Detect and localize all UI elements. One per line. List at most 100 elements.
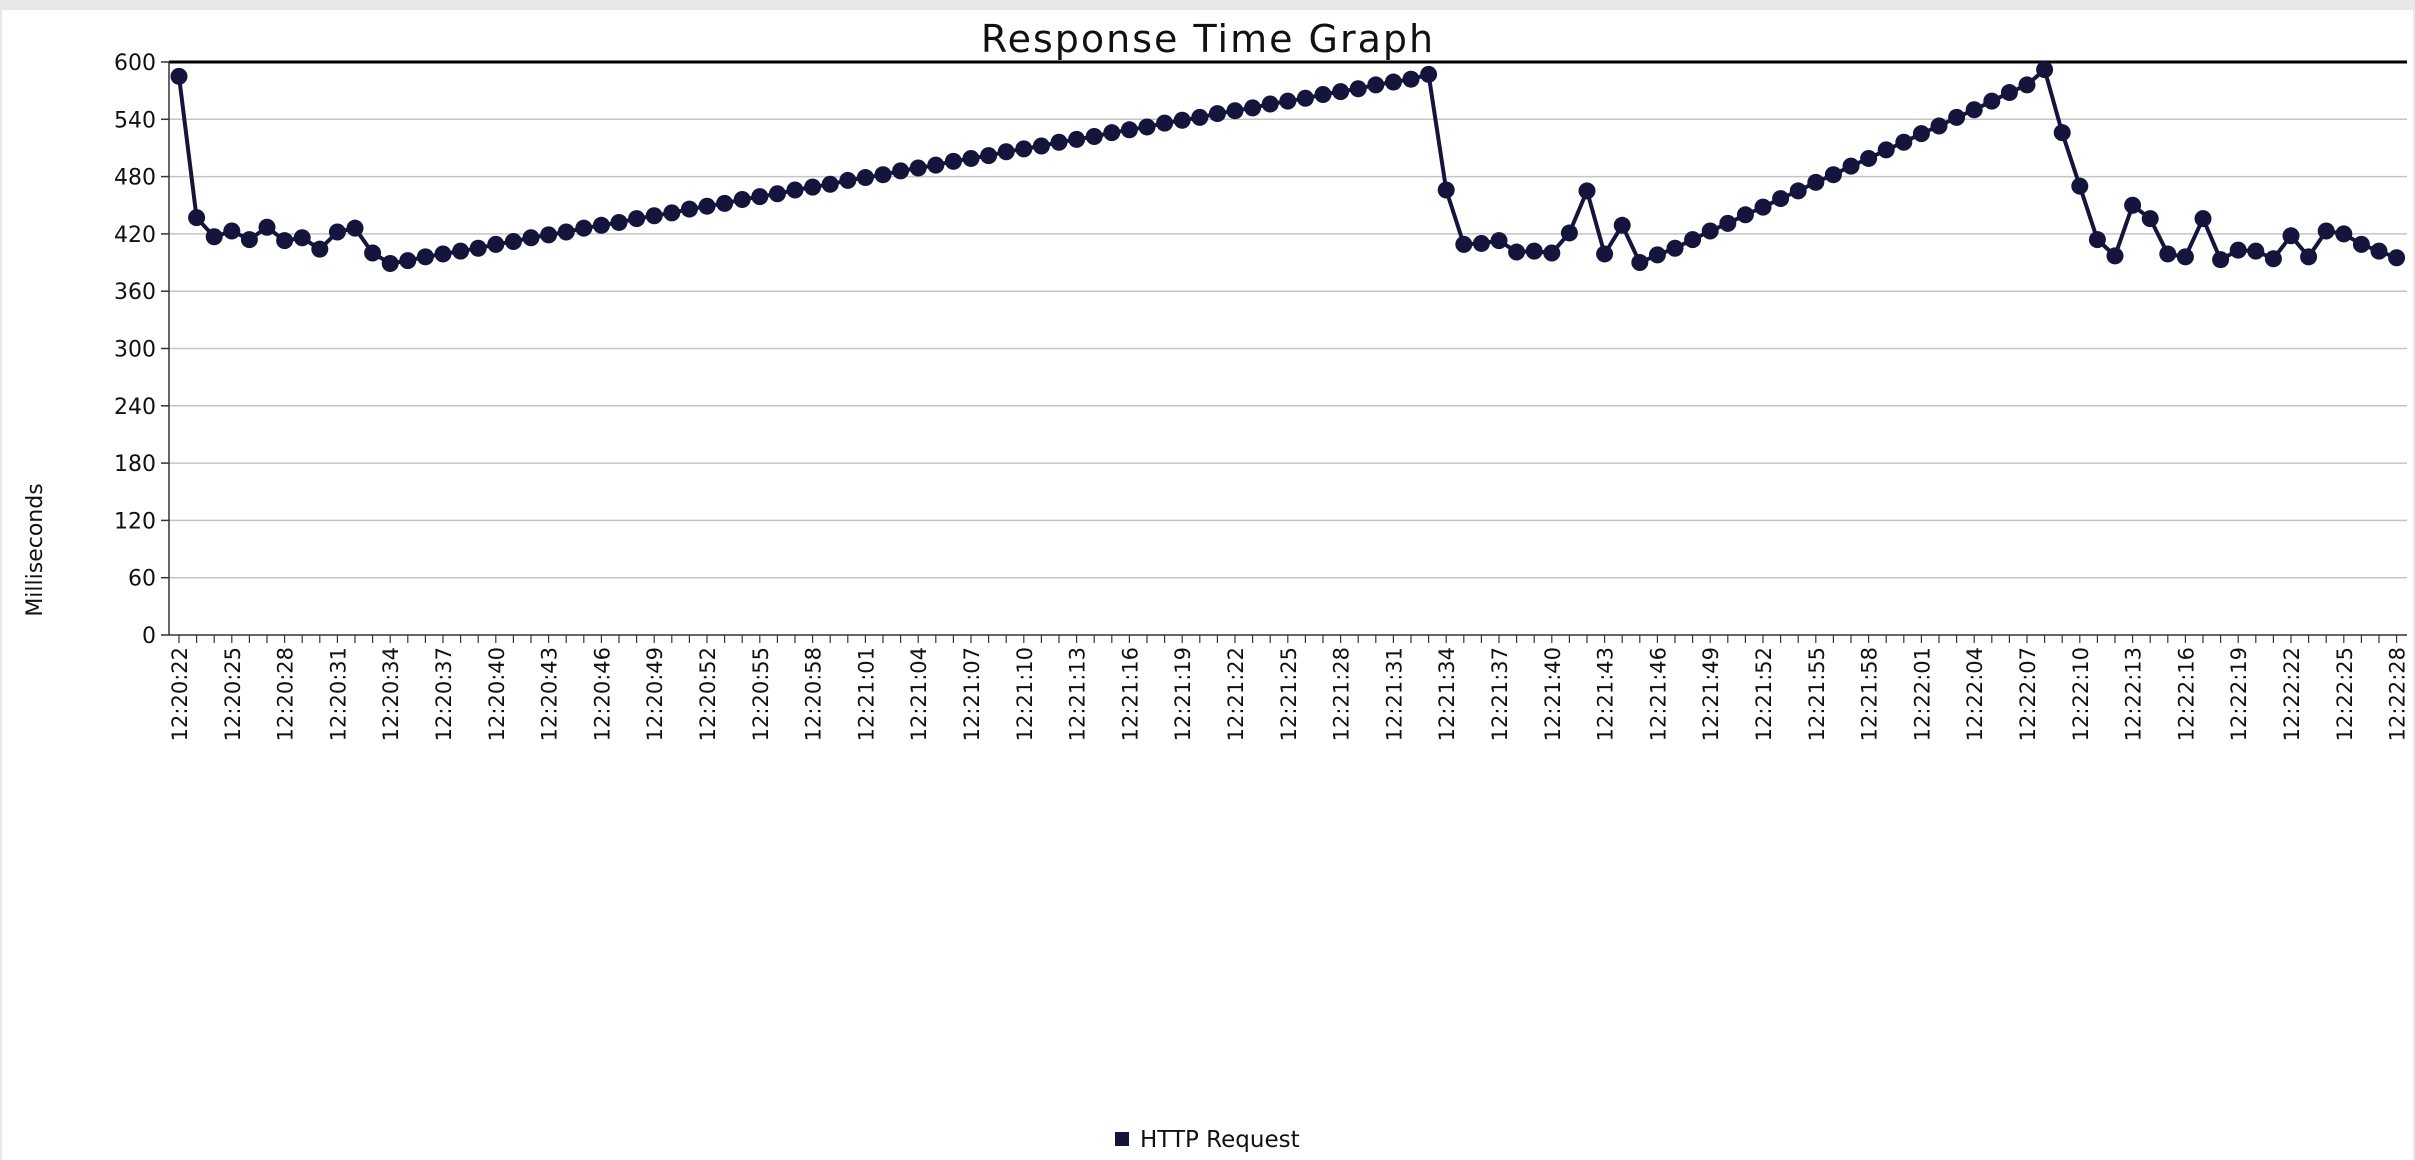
x-tick-label: 12:20:40 [485, 647, 509, 741]
x-tick-label: 12:21:46 [1646, 647, 1670, 741]
data-point [1842, 157, 1860, 175]
data-point [2282, 227, 2300, 245]
data-point [804, 178, 822, 196]
y-tick-label-540: 540 [114, 108, 156, 133]
data-point [1789, 182, 1807, 200]
data-point [1596, 245, 1614, 263]
data-point [346, 219, 364, 237]
data-point [1085, 127, 1103, 145]
data-point [786, 181, 804, 199]
data-point [592, 216, 610, 234]
data-point [575, 219, 593, 237]
data-point [2106, 247, 2124, 265]
data-point [522, 229, 540, 247]
x-tick-label: 12:20:31 [326, 647, 350, 741]
data-point [1772, 190, 1790, 208]
data-point [1613, 216, 1631, 234]
data-point [487, 235, 505, 253]
data-point [1103, 124, 1121, 142]
legend-swatch-http-request [1115, 1132, 1129, 1146]
data-point [504, 233, 522, 251]
data-point [2124, 196, 2142, 214]
data-point [628, 210, 646, 228]
data-point [328, 223, 346, 241]
data-point [892, 162, 910, 180]
data-point [434, 245, 452, 263]
data-point [258, 218, 276, 236]
x-tick-label: 12:20:28 [274, 647, 298, 741]
data-point [1736, 206, 1754, 224]
data-point [1349, 80, 1367, 98]
data-point [276, 232, 294, 250]
data-point [1050, 133, 1068, 151]
x-tick-label: 12:21:34 [1435, 647, 1459, 741]
x-tick-label: 12:21:25 [1277, 647, 1301, 741]
data-point [1068, 130, 1086, 148]
data-point [2036, 61, 2054, 79]
data-point [2247, 242, 2265, 260]
data-point [1490, 232, 1508, 250]
data-point [927, 156, 945, 174]
x-tick-label: 12:21:40 [1541, 647, 1565, 741]
x-tick-label: 12:21:31 [1382, 647, 1406, 741]
data-point [1332, 83, 1350, 101]
data-point [663, 204, 681, 222]
data-point [1631, 254, 1649, 272]
data-point [1032, 137, 1050, 155]
x-tick-label: 12:21:43 [1594, 647, 1618, 741]
data-point [540, 226, 558, 244]
data-point [1895, 133, 1913, 151]
data-point [1244, 99, 1262, 117]
data-point [2018, 76, 2036, 94]
data-point [170, 67, 188, 85]
data-point [2194, 210, 2212, 228]
x-tick-label: 12:22:22 [2280, 647, 2304, 741]
data-point [293, 229, 311, 247]
x-tick-label: 12:22:28 [2386, 647, 2410, 741]
data-point [1420, 65, 1438, 83]
x-tick-label: 12:20:49 [643, 647, 667, 741]
data-point [2229, 241, 2247, 259]
x-tick-label: 12:21:01 [854, 647, 878, 741]
y-tick-label-120: 120 [114, 509, 156, 534]
grid-lines [169, 118, 2407, 579]
data-point [821, 175, 839, 193]
y-tick-label-600: 600 [114, 51, 156, 76]
x-tick-label: 12:22:07 [2016, 647, 2040, 741]
data-point [1648, 246, 1666, 264]
x-axis-ticks: 12:20:22 12:20:25 12:20:28 12:20:31 12:20:34… [168, 635, 2410, 741]
x-tick-label: 12:22:25 [2333, 647, 2357, 741]
x-tick-label: 12:22:19 [2227, 647, 2251, 741]
y-axis-ticks: 0 60 120 180 240 300 360 420 480 540 600 [114, 51, 169, 649]
x-tick-label: 12:22:13 [2122, 647, 2146, 741]
x-tick-label: 12:20:52 [696, 647, 720, 741]
data-point [452, 242, 470, 260]
y-tick-label-300: 300 [114, 338, 156, 363]
x-tick-label: 12:21:55 [1805, 647, 1829, 741]
data-point [2388, 249, 2406, 267]
data-point [205, 228, 223, 246]
x-tick-label: 12:20:22 [168, 647, 192, 741]
y-axis-label: Milliseconds [23, 483, 48, 616]
x-tick-label: 12:21:16 [1118, 647, 1142, 741]
x-tick-label: 12:20:34 [379, 647, 403, 741]
data-point [2053, 124, 2071, 142]
x-tick-label: 12:20:37 [432, 647, 456, 741]
data-point [909, 159, 927, 177]
data-point [1191, 108, 1209, 126]
y-tick-label-480: 480 [114, 166, 156, 191]
data-point [1472, 234, 1490, 252]
data-point [2370, 242, 2388, 260]
data-point [1860, 149, 1878, 167]
data-point [1525, 242, 1543, 260]
response-time-chart: Response Time Graph Milliseconds 0 60 120 1… [23, 17, 2410, 1153]
data-point [751, 188, 769, 206]
data-point [2352, 235, 2370, 253]
data-point [768, 185, 786, 203]
data-point [1437, 181, 1455, 199]
data-point [1754, 198, 1772, 216]
data-point [1824, 166, 1842, 184]
legend-label-http-request: HTTP Request [1140, 1127, 1300, 1153]
x-tick-label: 12:21:49 [1699, 647, 1723, 741]
y-tick-label-0: 0 [142, 624, 156, 649]
